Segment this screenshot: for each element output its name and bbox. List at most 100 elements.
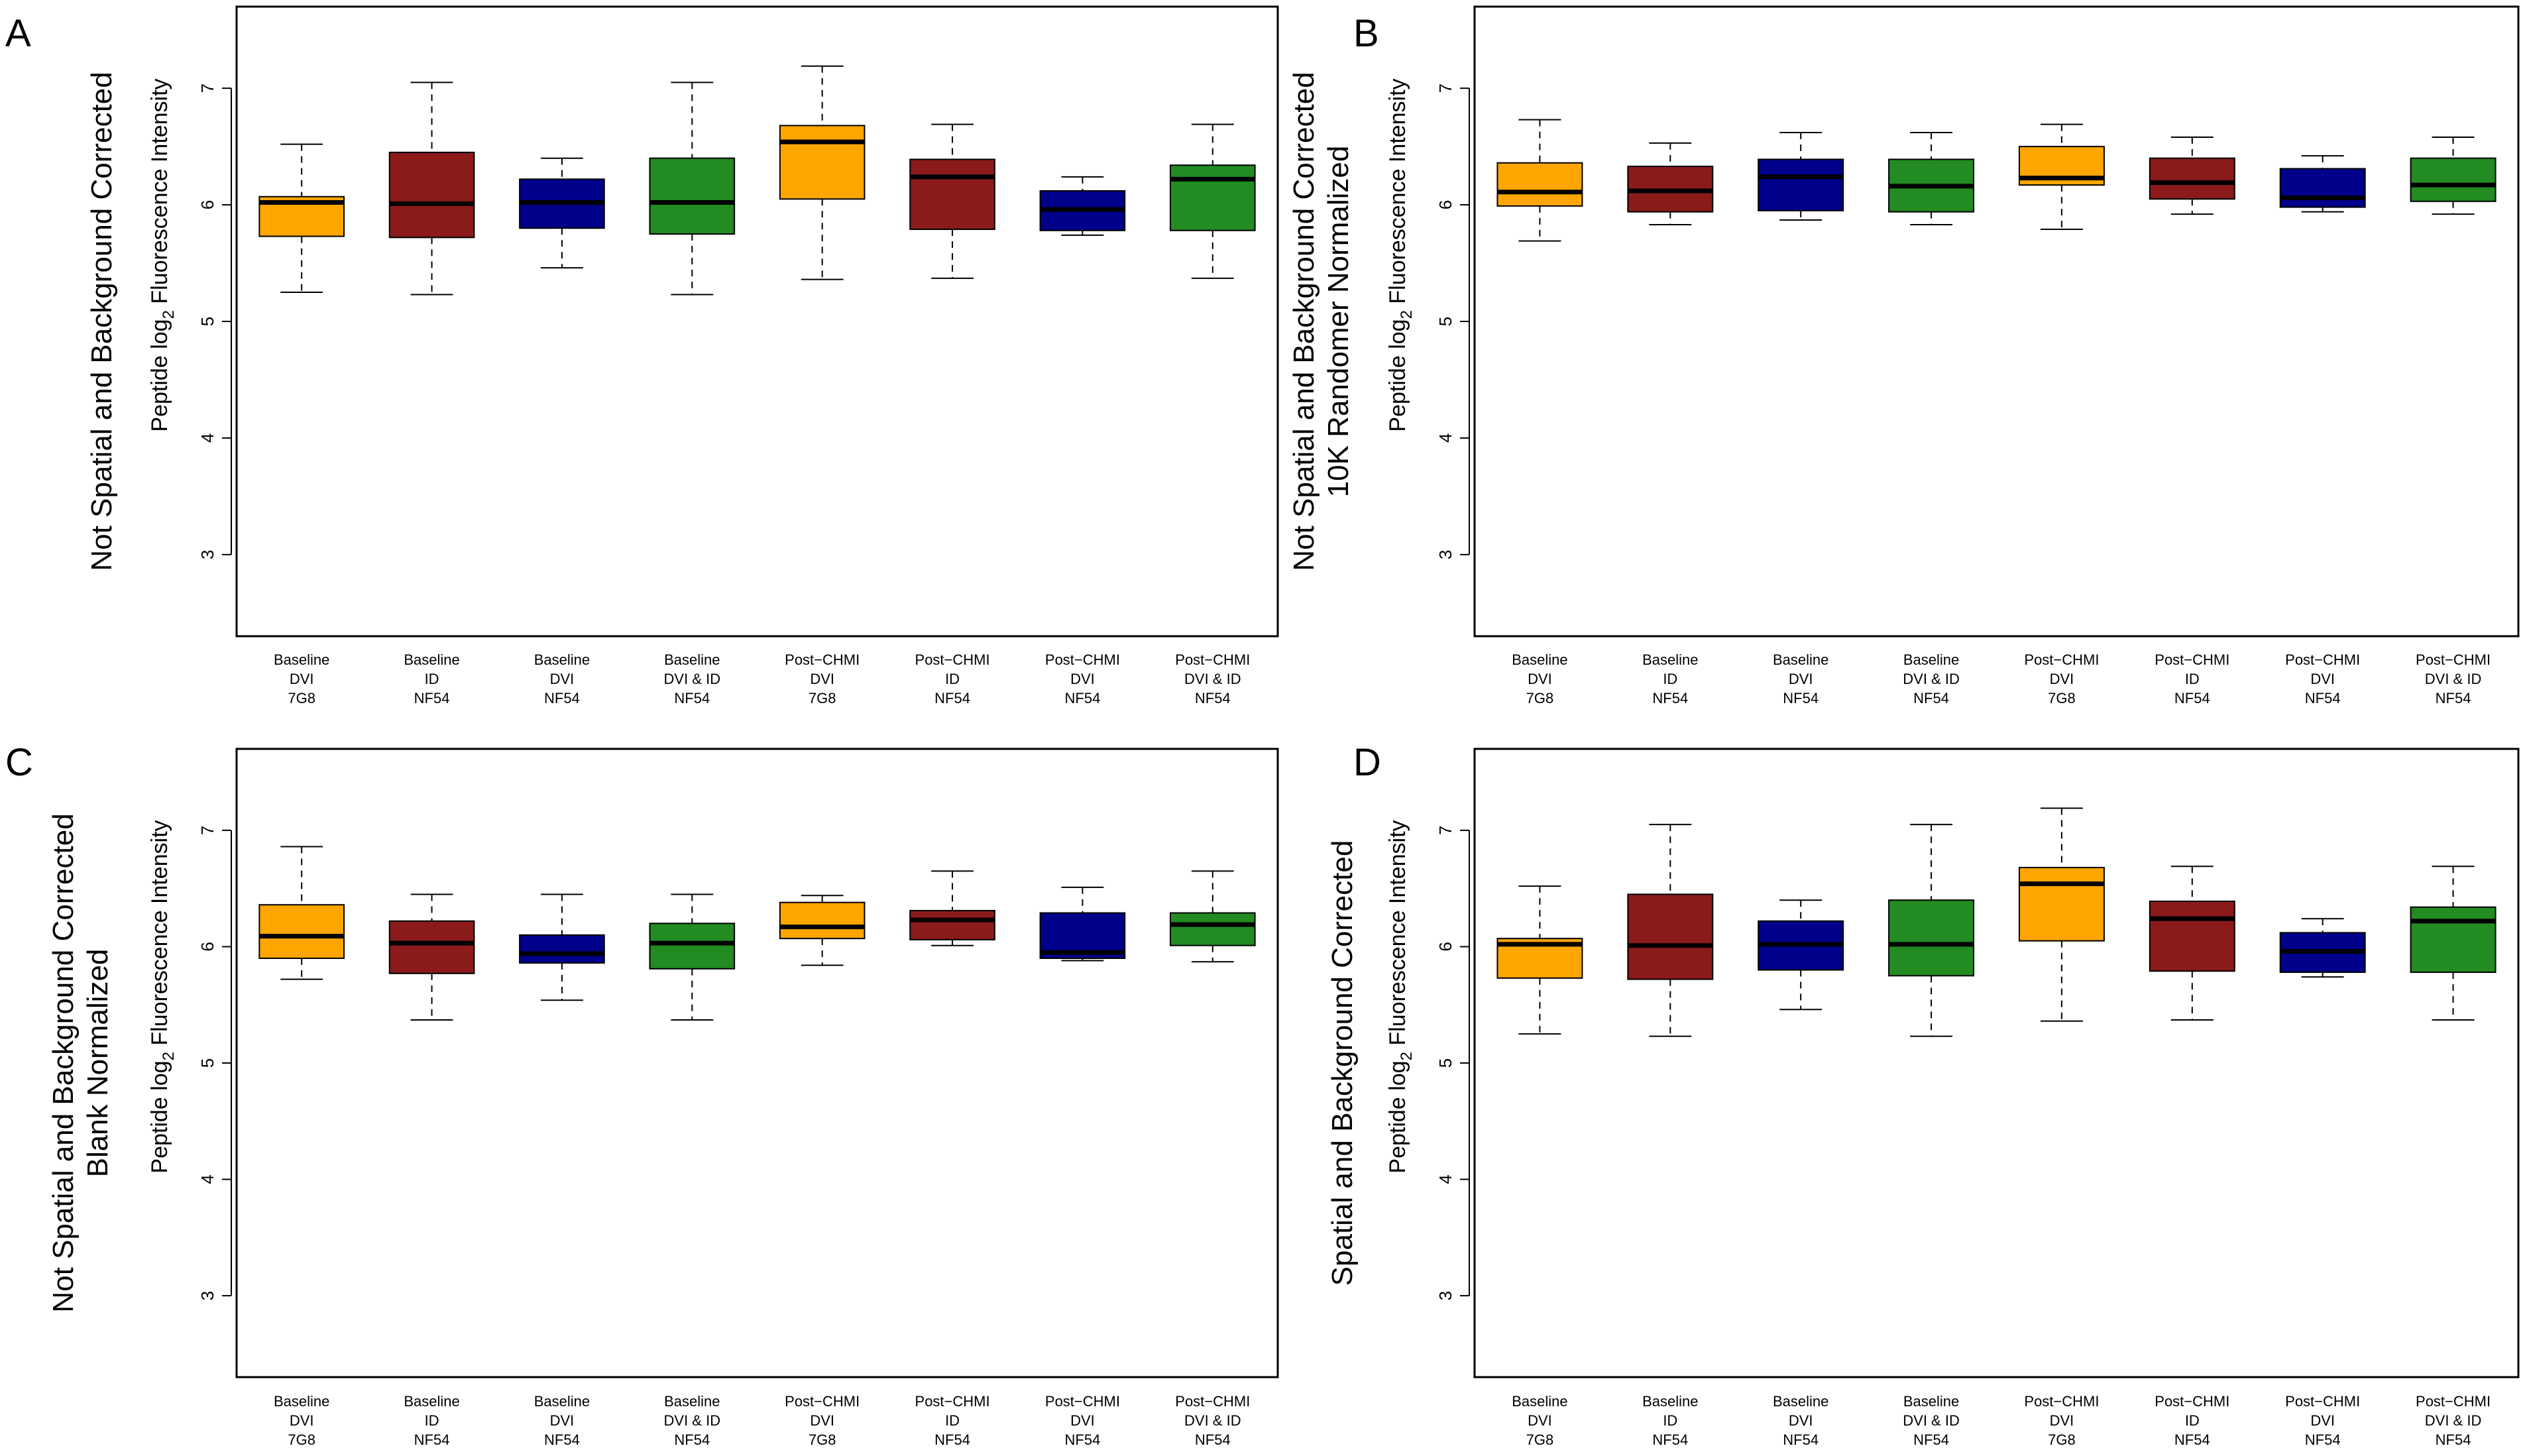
category-label: DVI xyxy=(290,1412,314,1429)
box xyxy=(258,904,345,959)
category-label: ID xyxy=(1663,1412,1677,1429)
y-tick-label: 5 xyxy=(1435,317,1455,326)
category-label: DVI xyxy=(810,1412,834,1429)
y-axis-label: Peptide log2 Fluorescence Intensity xyxy=(1385,78,1416,431)
box xyxy=(2149,157,2235,200)
category-label: 7G8 xyxy=(809,690,836,706)
category-label: DVI xyxy=(1070,671,1095,687)
category-label: DVI xyxy=(290,671,314,687)
box xyxy=(649,923,736,970)
category-label: ID xyxy=(425,1412,439,1429)
category-label: ID xyxy=(945,671,960,687)
category-label: NF54 xyxy=(2436,1431,2471,1448)
panel-letter: B xyxy=(1353,12,1379,55)
category-label: DVI & ID xyxy=(2425,1412,2482,1429)
category-label: DVI xyxy=(2310,671,2335,687)
y-tick-label: 6 xyxy=(197,200,217,209)
category-label: Baseline xyxy=(274,651,329,668)
category-label: NF54 xyxy=(1195,690,1231,706)
category-label: NF54 xyxy=(544,1431,580,1448)
box xyxy=(1496,162,1583,207)
category-label: Post−CHMI xyxy=(2024,1393,2099,1410)
category-label: Baseline xyxy=(1903,651,1959,668)
panel-b: B Not Spatial and Background Corrected 10K… xyxy=(1288,5,2520,706)
box xyxy=(519,934,605,964)
box xyxy=(2279,168,2366,208)
category-label: ID xyxy=(425,671,439,687)
box xyxy=(779,901,866,940)
y-tick-label: 7 xyxy=(197,84,217,93)
category-label: DVI xyxy=(1789,1412,1813,1429)
panel-title: Spatial and Background Corrected xyxy=(1326,840,1359,1286)
box xyxy=(2149,900,2235,972)
category-label: Post−CHMI xyxy=(2155,1393,2229,1410)
y-tick-label: 6 xyxy=(1435,942,1455,951)
plot-frame xyxy=(235,5,1279,638)
plot-frame xyxy=(235,748,1279,1378)
box xyxy=(388,920,475,974)
box xyxy=(649,157,736,235)
category-label: ID xyxy=(2185,671,2200,687)
category-label: 7G8 xyxy=(288,1431,315,1448)
category-label: Baseline xyxy=(1642,1393,1698,1410)
panel-c: C Not Spatial and Background Corrected Bla… xyxy=(5,741,1279,1448)
category-label: NF54 xyxy=(674,1431,710,1448)
category-label: DVI & ID xyxy=(2425,671,2482,687)
y-tick-label: 3 xyxy=(197,550,217,559)
category-label: Baseline xyxy=(1773,651,1828,668)
y-tick-label: 4 xyxy=(197,1174,217,1184)
category-label: Baseline xyxy=(534,651,590,668)
panel-letter: A xyxy=(5,12,31,55)
category-label: 7G8 xyxy=(288,690,315,706)
box xyxy=(909,910,995,940)
category-label: 7G8 xyxy=(1526,690,1554,706)
category-label: DVI xyxy=(2310,1412,2335,1429)
panel-title: 10K Randomer Normalized xyxy=(1322,146,1355,498)
category-label: 7G8 xyxy=(1526,1431,1554,1448)
category-label: NF54 xyxy=(1652,1431,1688,1448)
y-tick-label: 4 xyxy=(1435,1174,1455,1184)
category-label: Baseline xyxy=(1512,1393,1567,1410)
box xyxy=(1169,912,1256,946)
category-label: DVI & ID xyxy=(1184,1412,1241,1429)
category-label: DVI & ID xyxy=(664,671,721,687)
category-label: Baseline xyxy=(1642,651,1698,668)
panel-d: D Spatial and Background Corrected Peptide… xyxy=(1326,741,2520,1448)
category-label: Post−CHMI xyxy=(785,1393,860,1410)
category-label: NF54 xyxy=(414,1431,450,1448)
category-label: Post−CHMI xyxy=(1045,1393,1120,1410)
box xyxy=(1758,158,1844,211)
y-tick-label: 5 xyxy=(197,317,217,326)
category-label: NF54 xyxy=(414,690,450,706)
y-tick-label: 6 xyxy=(1435,200,1455,209)
category-label: NF54 xyxy=(2174,1431,2210,1448)
category-label: Post−CHMI xyxy=(2155,651,2229,668)
category-label: DVI & ID xyxy=(1184,671,1241,687)
category-label: 7G8 xyxy=(2048,690,2076,706)
category-label: DVI xyxy=(1789,671,1813,687)
y-tick-label: 5 xyxy=(197,1058,217,1068)
panel-letter: D xyxy=(1353,741,1381,784)
category-label: Baseline xyxy=(404,1393,459,1410)
category-label: NF54 xyxy=(544,690,580,706)
category-label: NF54 xyxy=(1065,690,1101,706)
y-tick-label: 3 xyxy=(197,1291,217,1300)
box xyxy=(1169,164,1256,231)
category-label: DVI & ID xyxy=(664,1412,721,1429)
panel-a: A Not Spatial and Background Corrected Pep… xyxy=(5,5,1279,706)
category-label: 7G8 xyxy=(809,1431,836,1448)
category-label: Post−CHMI xyxy=(1045,651,1120,668)
box xyxy=(779,125,866,200)
panel-letter: C xyxy=(5,741,33,784)
category-label: Baseline xyxy=(664,651,720,668)
category-label: 7G8 xyxy=(2048,1431,2076,1448)
category-label: Post−CHMI xyxy=(2024,651,2099,668)
category-label: Post−CHMI xyxy=(2285,651,2360,668)
category-label: NF54 xyxy=(1783,690,1819,706)
category-label: Baseline xyxy=(534,1393,590,1410)
plot-frame xyxy=(1473,748,2520,1378)
category-label: ID xyxy=(1663,671,1677,687)
category-label: DVI & ID xyxy=(1903,1412,1960,1429)
category-label: DVI & ID xyxy=(1903,671,1960,687)
y-tick-label: 7 xyxy=(1435,84,1455,93)
